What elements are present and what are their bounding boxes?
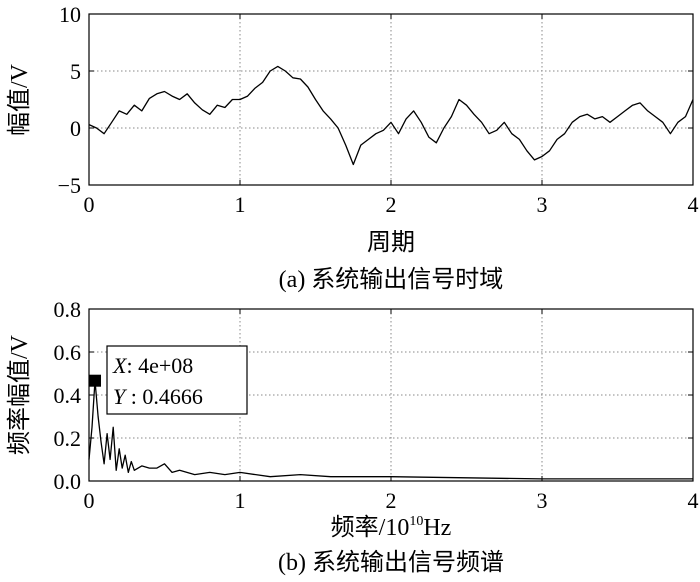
chart-a-y-tick-label: 10: [59, 2, 81, 27]
chart-b-x-axis-label-unit: Hz: [423, 515, 451, 541]
chart-a-y-tick-label: −5: [58, 173, 81, 198]
chart-a-x-axis-label: 周期: [367, 230, 415, 256]
chart-a-x-tick-label: 1: [235, 192, 246, 217]
chart-b-x-tick-label: 3: [537, 488, 548, 513]
chart-b-x-tick-label: 1: [235, 488, 246, 513]
chart-b-datatip-box: [106, 345, 248, 415]
chart-a-x-tick-label: 2: [386, 192, 397, 217]
chart-b-x-tick-label: 0: [84, 488, 95, 513]
chart-b-y-tick-label: 0.6: [54, 340, 82, 365]
chart-b: 0 1 2 3 4 0.0 0.2 0.4 0.6 0.8 X: 4e+08 Y : 0.4666…: [6, 297, 699, 576]
chart-b-y-tick-label: 0.0: [54, 469, 82, 494]
chart-b-datatip: X: 4e+08 Y : 0.4666: [106, 345, 248, 415]
chart-a-series-line: [88, 65, 694, 166]
chart-b-datatip-x-label: X: [112, 353, 128, 378]
chart-b-ticks: 0 1 2 3 4 0.0 0.2 0.4 0.6 0.8: [54, 297, 699, 513]
chart-b-x-axis-label: 频率/1010Hz: [331, 514, 452, 541]
chart-a-y-tick-label: 5: [70, 59, 81, 84]
chart-a-x-tick-label: 0: [84, 192, 95, 217]
chart-a-y-tick-label: 0: [70, 116, 81, 141]
chart-b-y-axis-label: 频率幅值/V: [6, 334, 33, 455]
chart-b-datatip-y-label: Y: [113, 384, 128, 409]
chart-b-y-tick-label: 0.8: [54, 297, 82, 322]
chart-b-series-line: [88, 380, 693, 480]
chart-b-x-tick-label: 2: [386, 488, 397, 513]
chart-a-x-tick-label: 3: [537, 192, 548, 217]
chart-b-caption: (b) 系统输出信号频谱: [278, 549, 504, 576]
chart-a-caption: (a) 系统输出信号时域: [279, 266, 504, 293]
chart-b-datatip-marker: [89, 374, 101, 387]
chart-b-x-axis-label-text: 频率/10: [331, 514, 410, 541]
chart-b-x-tick-label: 4: [688, 488, 699, 513]
chart-b-x-axis-label-exponent: 10: [409, 514, 423, 529]
chart-b-y-tick-label: 0.4: [54, 383, 82, 408]
chart-b-datatip-x: X: 4e+08: [112, 353, 193, 378]
chart-b-y-tick-label: 0.2: [54, 426, 82, 451]
chart-b-datatip-y-value: 0.4666: [142, 384, 203, 409]
chart-b-datatip-x-value: 4e+08: [138, 353, 193, 378]
chart-a-x-tick-label: 4: [688, 192, 699, 217]
chart-b-datatip-y: Y : 0.4666: [113, 384, 203, 409]
chart-a-y-axis-label: 幅值/V: [6, 63, 33, 136]
